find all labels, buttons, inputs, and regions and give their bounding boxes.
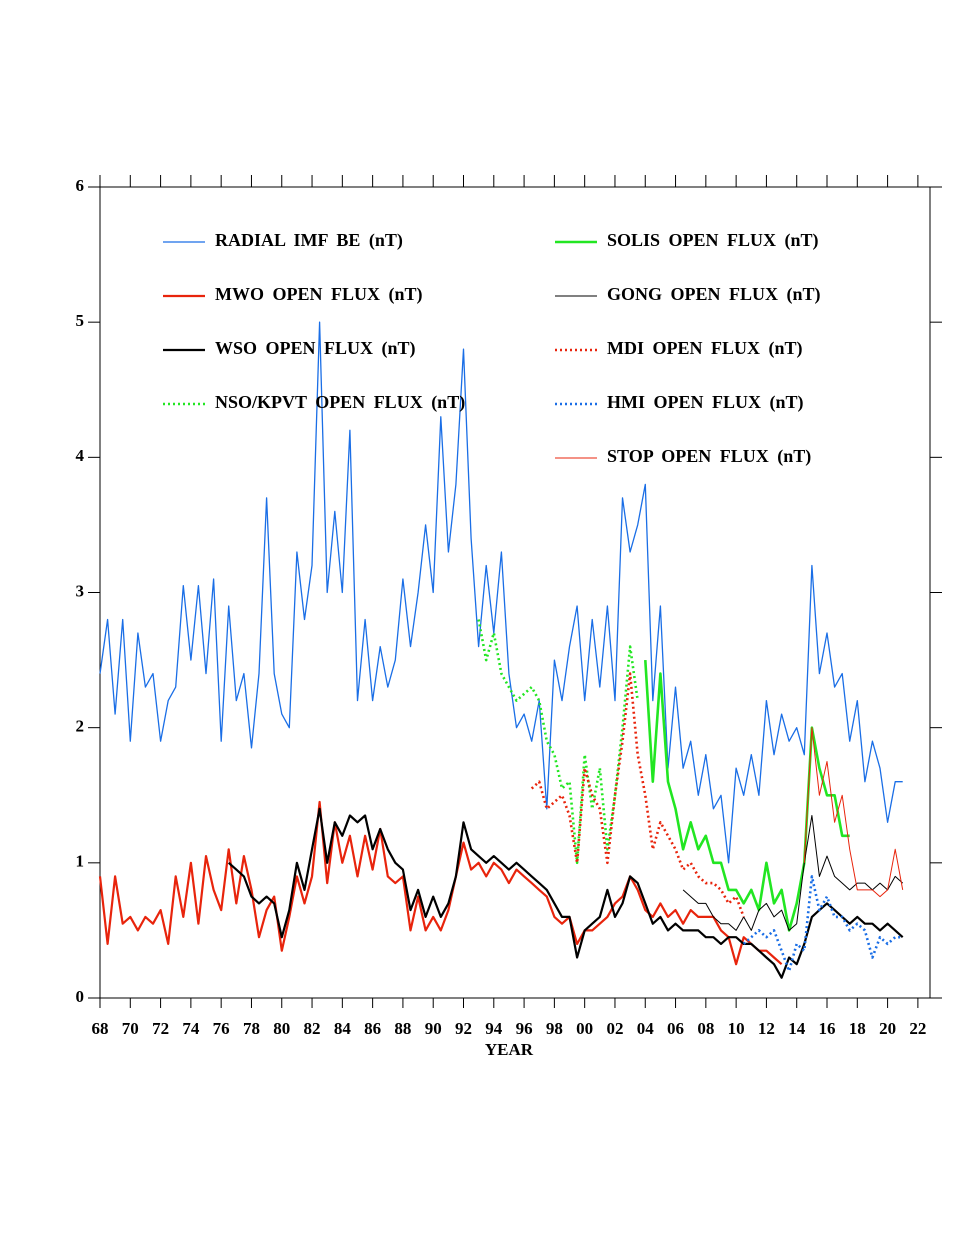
legend-label: SOLIS OPEN FLUX (nT) xyxy=(607,230,819,251)
legend-label: HMI OPEN FLUX (nT) xyxy=(607,392,804,413)
x-tick-label: 10 xyxy=(728,1019,745,1038)
x-tick-label: 84 xyxy=(334,1019,352,1038)
series-line xyxy=(98,800,783,966)
x-tick-label: 06 xyxy=(667,1019,684,1038)
legend-label: NSO/KPVT OPEN FLUX (nT) xyxy=(215,392,465,413)
y-tick-label: 6 xyxy=(76,176,85,195)
y-tick-label: 1 xyxy=(76,852,85,871)
x-tick-label: 04 xyxy=(637,1019,655,1038)
x-tick-label: 22 xyxy=(909,1019,926,1038)
series-line xyxy=(803,727,904,898)
x-tick-label: 72 xyxy=(152,1019,169,1038)
x-tick-label: 98 xyxy=(546,1019,563,1038)
x-tick-label: 20 xyxy=(879,1019,896,1038)
x-tick-label: 08 xyxy=(697,1019,714,1038)
x-axis-label: YEAR xyxy=(485,1040,534,1059)
series-line xyxy=(227,807,904,979)
x-tick-label: 76 xyxy=(213,1019,230,1038)
y-tick-label: 4 xyxy=(76,446,85,465)
series-line xyxy=(742,875,903,973)
x-tick-label: 94 xyxy=(485,1019,503,1038)
x-tick-label: 14 xyxy=(788,1019,806,1038)
y-tick-label: 2 xyxy=(76,717,85,736)
x-tick-label: 88 xyxy=(394,1019,411,1038)
x-tick-label: 00 xyxy=(576,1019,593,1038)
x-tick-label: 16 xyxy=(819,1019,836,1038)
x-tick-label: 80 xyxy=(273,1019,290,1038)
series-line xyxy=(682,815,904,931)
x-tick-label: 90 xyxy=(425,1019,442,1038)
x-tick-label: 68 xyxy=(92,1019,109,1038)
x-tick-label: 70 xyxy=(122,1019,139,1038)
x-tick-label: 92 xyxy=(455,1019,472,1038)
y-tick-label: 0 xyxy=(76,987,85,1006)
x-tick-label: 86 xyxy=(364,1019,381,1038)
x-tick-label: 12 xyxy=(758,1019,775,1038)
x-tick-label: 18 xyxy=(849,1019,866,1038)
x-tick-label: 96 xyxy=(516,1019,533,1038)
x-tick-label: 74 xyxy=(182,1019,200,1038)
x-tick-label: 78 xyxy=(243,1019,260,1038)
series-line xyxy=(477,619,639,865)
y-tick-label: 5 xyxy=(76,311,85,330)
x-tick-label: 02 xyxy=(606,1019,623,1038)
legend-label: MDI OPEN FLUX (nT) xyxy=(607,338,803,359)
legend-label: GONG OPEN FLUX (nT) xyxy=(607,284,821,305)
legend-label: WSO OPEN FLUX (nT) xyxy=(215,338,416,359)
legend-label: MWO OPEN FLUX (nT) xyxy=(215,284,423,305)
series-line xyxy=(644,660,850,932)
series-line xyxy=(99,321,903,864)
legend-label: STOP OPEN FLUX (nT) xyxy=(607,446,811,467)
x-tick-label: 82 xyxy=(304,1019,321,1038)
legend-label: RADIAL IMF BE (nT) xyxy=(215,230,403,251)
y-tick-label: 3 xyxy=(76,581,85,600)
